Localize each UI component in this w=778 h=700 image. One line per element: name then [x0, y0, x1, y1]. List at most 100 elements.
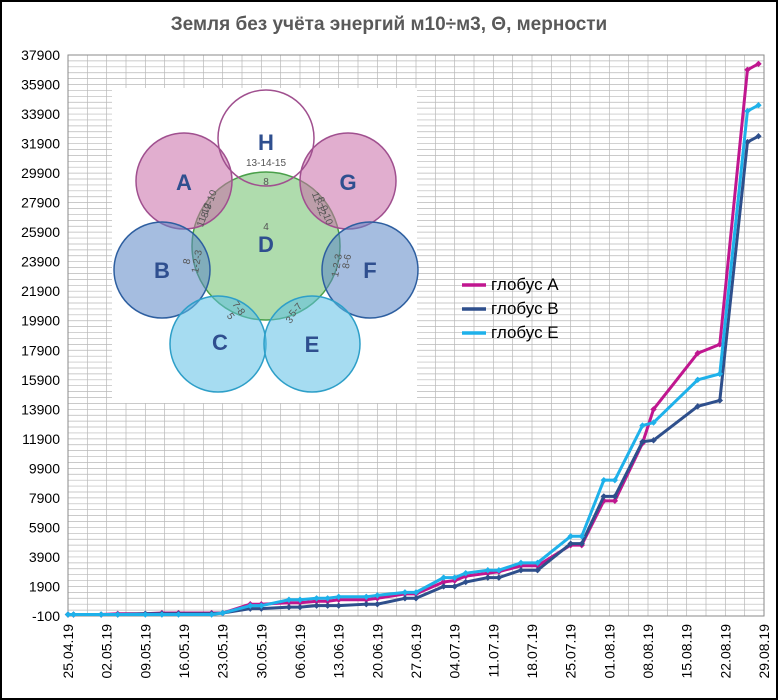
circle-label-B: B: [154, 258, 170, 283]
y-tick-label: 17900: [21, 342, 60, 358]
data-point: [335, 593, 342, 601]
x-tick-label: 25.07.19: [563, 624, 579, 679]
y-axis: 37900 35900 33900 31900 29900 27900 25900 23900…: [21, 47, 60, 624]
data-point: [755, 101, 762, 109]
data-point: [484, 567, 492, 574]
x-tick-label: 18.07.19: [524, 624, 540, 679]
data-point: [285, 603, 293, 611]
y-tick-label: -100: [32, 608, 60, 624]
data-point: [97, 611, 105, 618]
data-point: [440, 583, 447, 590]
data-point: [716, 397, 724, 404]
legend-entry: глобус Е: [491, 323, 559, 342]
circle-F: [321, 221, 419, 319]
data-point: [600, 497, 608, 505]
data-point: [247, 602, 254, 609]
data-point: [285, 596, 293, 603]
circle-num-E: 3: [284, 314, 296, 326]
data-point: [363, 600, 370, 608]
data-point: [495, 574, 503, 581]
circle-label-F: F: [363, 258, 376, 283]
data-point: [208, 611, 215, 618]
data-point: [313, 595, 320, 602]
circle-num-B: 8: [182, 257, 194, 265]
data-point: [755, 132, 762, 140]
x-tick-label: 11.07.19: [485, 624, 501, 678]
x-tick-label: 04.07.19: [447, 624, 463, 679]
data-point: [451, 574, 458, 581]
x-tick-label: 13.06.19: [331, 624, 347, 679]
data-point: [578, 533, 585, 540]
x-tick-label: 20.06.19: [369, 624, 385, 679]
circle-label-A: A: [176, 170, 192, 195]
data-point: [517, 567, 525, 574]
data-point: [401, 589, 409, 596]
y-tick-label: 11900: [22, 431, 60, 447]
circle-inner-B: 1-2-3: [190, 249, 205, 274]
circle-label-C: C: [212, 330, 228, 355]
x-tick-label: 29.08.19: [756, 624, 772, 679]
data-point: [313, 602, 320, 609]
y-tick-label: 7900: [29, 490, 60, 506]
x-tick-label: 02.05.19: [99, 624, 115, 679]
data-point: [363, 593, 370, 601]
data-point: [694, 403, 701, 410]
data-point: [335, 602, 342, 609]
data-point: [650, 419, 657, 426]
x-axis: 25.04.19 02.05.19 09.05.19 16.05.19 23.05.19…: [60, 624, 772, 679]
circle-label-H: H: [258, 130, 274, 155]
x-tick-label: 08.08.19: [640, 624, 656, 679]
x-tick-label: 27.06.19: [408, 624, 424, 679]
x-tick-label: 23.05.19: [215, 624, 231, 679]
legend-entry: глобус А: [491, 275, 559, 294]
data-point: [412, 589, 420, 596]
data-point: [114, 611, 121, 618]
y-tick-label: 5900: [29, 519, 60, 535]
data-point: [534, 567, 541, 574]
chart-title: Земля без учёта энергий м10÷м3, Θ, мерно…: [171, 14, 608, 35]
x-tick-label: 30.05.19: [253, 624, 269, 679]
y-tick-label: 13900: [21, 401, 60, 417]
data-point: [142, 611, 149, 618]
data-point: [64, 611, 72, 618]
data-point: [578, 540, 585, 547]
circle-B: [113, 221, 211, 319]
data-point: [694, 350, 701, 357]
data-point: [600, 476, 608, 484]
data-point: [401, 595, 409, 602]
data-point: [374, 600, 381, 608]
y-tick-label: 29900: [21, 165, 60, 181]
data-point: [755, 60, 762, 68]
data-point: [219, 609, 226, 617]
data-point: [324, 602, 331, 609]
x-tick-label: 01.08.19: [601, 624, 617, 679]
data-point: [611, 493, 619, 500]
data-point: [639, 422, 646, 429]
data-point: [650, 406, 657, 413]
y-tick-label: 1900: [29, 578, 60, 594]
data-point: [374, 592, 381, 599]
y-tick-label: 9900: [29, 460, 60, 476]
data-point: [650, 437, 657, 444]
data-point: [440, 574, 447, 581]
x-tick-label: 22.08.19: [717, 624, 733, 679]
data-point: [716, 370, 724, 378]
data-point: [462, 569, 469, 577]
circle-inner-H: 13-14-15: [246, 158, 286, 169]
y-tick-label: 33900: [21, 106, 60, 122]
circle-label-D: D: [258, 232, 274, 257]
y-tick-label: 25900: [21, 224, 60, 240]
data-point: [462, 578, 469, 586]
x-tick-label: 25.04.19: [60, 624, 76, 679]
data-point: [716, 341, 724, 348]
y-tick-label: 35900: [21, 77, 60, 93]
circle-num-C: 5: [224, 311, 236, 322]
circle-H: [217, 89, 315, 187]
data-point: [324, 595, 331, 602]
y-tick-label: 23900: [21, 254, 60, 270]
circle-inner-F: 1-2-3: [330, 253, 345, 278]
y-tick-label: 31900: [21, 136, 60, 152]
data-point: [694, 376, 701, 383]
